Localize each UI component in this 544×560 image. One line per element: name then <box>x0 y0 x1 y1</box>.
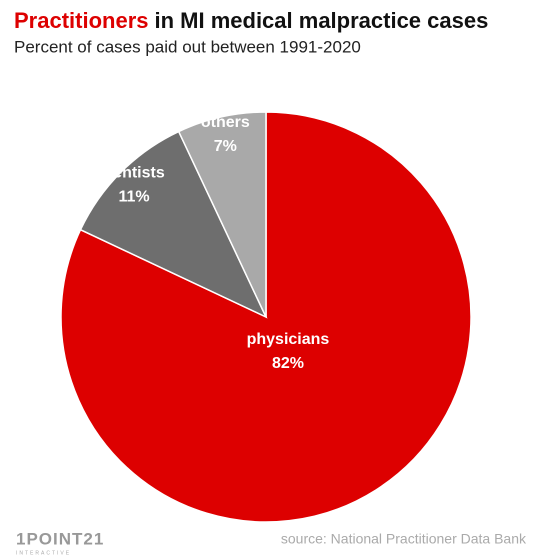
chart-subtitle: Percent of cases paid out between 1991-2… <box>14 37 361 56</box>
title-rest: in MI medical malpractice cases <box>155 8 489 33</box>
value-label: 7% <box>214 138 237 155</box>
pie-slice <box>177 111 267 318</box>
value-label: 82% <box>272 355 304 372</box>
title-highlight: Practitioners <box>14 8 149 33</box>
pie-slice <box>79 130 268 319</box>
chart-title: Practitioners in MI medical malpractice c… <box>14 8 488 33</box>
pie: physicians 82% dentists 11% others 7% <box>60 111 472 523</box>
logo: 1POINT21 <box>16 529 104 548</box>
logo-subtitle: INTERACTIVE <box>16 550 71 556</box>
value-label: 11% <box>119 188 150 205</box>
slice-label: physicians <box>247 331 330 348</box>
slice-label: others <box>201 114 250 131</box>
slice-label: dentists <box>103 164 164 181</box>
source: source: National Practitioner Data Bank <box>281 531 527 547</box>
